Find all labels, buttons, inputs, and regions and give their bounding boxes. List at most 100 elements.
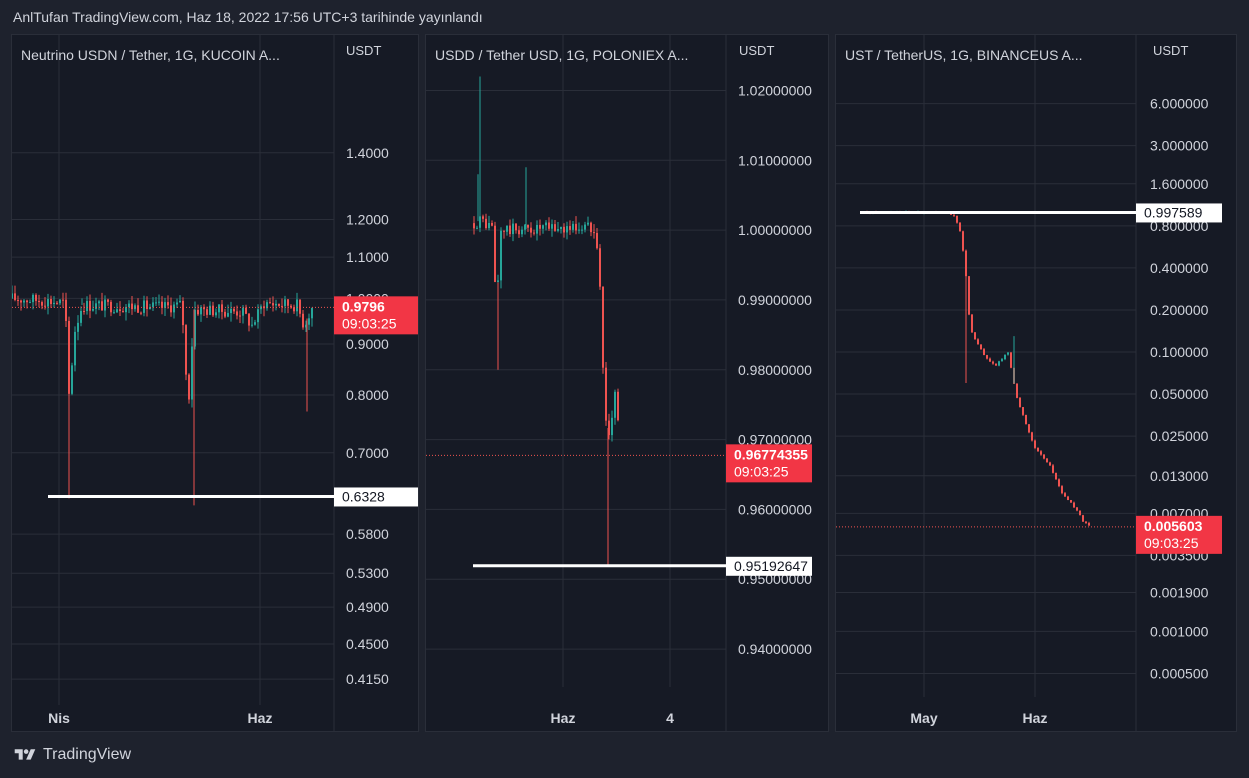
candle-body [1031,432,1033,441]
chart-title: UST / TetherUS, 1G, BINANCEUS A... [845,47,1083,63]
candle-body [56,302,58,304]
candle-body [38,300,40,303]
candle-body [65,299,67,321]
candle-body [41,302,43,306]
candle-body [236,311,238,316]
candle-body [167,302,169,306]
y-tick-label: 1.00000000 [738,222,812,238]
candle-body [101,301,103,311]
candle-body [266,302,268,309]
candle-body [551,224,553,229]
y-tick-label: 0.400000 [1150,260,1209,276]
candle-body [251,324,253,326]
candle-body [137,305,139,313]
chart-panel-usdn[interactable]: 1.40001.20001.10001.00000.90000.80000.70… [11,34,419,732]
axis-unit: USDT [1153,43,1189,58]
candle-body [533,232,535,234]
chart-panel-ust[interactable]: 6.000000 3.000000 1.600000 0.800000 0.400000… [835,34,1237,732]
candle-body [200,307,202,315]
countdown-label: 09:03:25 [734,463,789,479]
candle-body [284,299,286,307]
chart-title: Neutrino USDN / Tether, 1G, KUCOIN A... [21,47,280,63]
candle-body [596,233,598,249]
y-tick-label: 0.100000 [1150,344,1209,360]
candle-body [1085,521,1087,524]
axis-unit: USDT [739,43,775,58]
publish-header: AnlTufan TradingView.com, Haz 18, 2022 1… [13,9,483,25]
last-price-tag [1136,515,1222,554]
candle-body [971,314,973,333]
y-tick-label: 0.5300 [346,565,389,581]
candle-body [530,227,532,233]
axis-unit: USDT [346,43,382,58]
candle-body [47,299,49,307]
candle-body [221,304,223,312]
candle-body [233,308,235,312]
candle-body [287,299,289,306]
candle-body [515,223,517,231]
candle-body [1058,479,1060,487]
candle-body [488,222,490,229]
candle-body [215,312,217,316]
candle-body [12,293,13,299]
level-label: 0.6328 [342,488,385,504]
y-tick-label: 3.000000 [1150,138,1209,154]
candle-body [95,303,97,309]
candle-body [62,299,64,301]
candle-body [617,391,619,421]
y-tick-label: 1.600000 [1150,176,1209,192]
candle-body [491,222,493,226]
y-tick-label: 0.5800 [346,526,389,542]
candle-body [1022,407,1024,415]
y-tick-label: 0.96000000 [738,501,812,517]
candle-body [965,250,967,277]
candle-body [290,305,292,308]
last-price-label: 0.96774355 [734,446,808,462]
candle-body [146,300,148,310]
countdown-label: 09:03:25 [1144,535,1199,551]
level-tag [334,487,418,507]
candle-body [557,229,559,231]
chart-canvas-ust[interactable]: 6.0000003.0000001.6000000.8000000.400000… [836,35,1237,732]
candle-body [593,232,595,234]
candle-body [527,224,529,228]
candle-body [1037,447,1039,452]
candle-body [188,374,190,400]
countdown-label: 09:03:25 [342,315,397,331]
candle-body [1034,440,1036,448]
candle-body [182,300,184,326]
candle-body [203,307,205,310]
candle-body [1082,515,1084,522]
candle-body [476,227,478,229]
candle-body [995,363,997,366]
tradingview-footer: TradingView [13,746,131,764]
candle-body [1004,354,1006,360]
candle-body [1076,507,1078,511]
last-price-label: 0.9796 [342,298,385,314]
candle-body [230,308,232,314]
candle-body [968,276,970,315]
x-tick-label: May [910,710,937,726]
candle-body [566,226,568,233]
candle-body [1079,510,1081,516]
candle-body [305,324,307,328]
candle-body [248,313,250,326]
chart-panel-usdd[interactable]: 1.02000000 1.01000000 1.00000000 0.99000000… [425,34,829,732]
candle-body [107,299,109,302]
candle-body [125,307,127,313]
candle-body [308,318,310,325]
y-tick-label: 0.000500 [1150,665,1209,681]
chart-canvas-usdn[interactable]: 1.40001.20001.10001.00000.90000.80000.70… [12,35,419,732]
candle-body [35,294,37,301]
y-tick-label: 0.94000000 [738,641,812,657]
candle-body [98,301,100,304]
y-tick-label: 1.4000 [346,145,389,161]
candle-body [44,305,46,307]
candle-body [524,224,526,230]
candle-body [131,303,133,310]
candle-body [299,299,301,314]
brand-name: TradingView [43,746,132,763]
candle-body [194,309,196,347]
chart-canvas-usdd[interactable]: 1.02000000 1.01000000 1.00000000 0.99000000… [426,35,829,732]
candle-body [1040,451,1042,455]
